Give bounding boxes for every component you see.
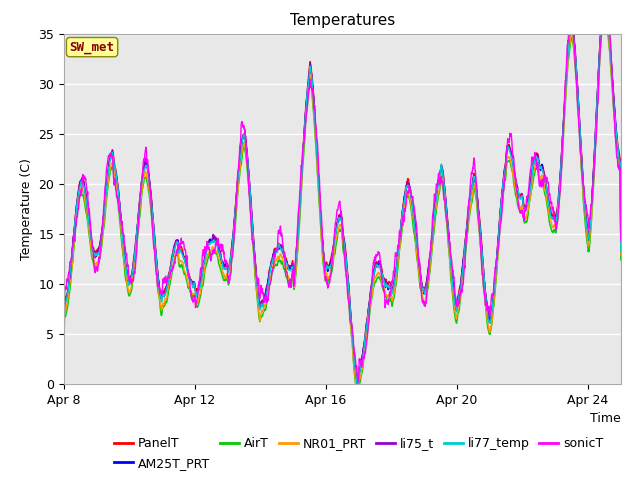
Y-axis label: Temperature (C): Temperature (C) <box>20 158 33 260</box>
Legend: PanelT, AM25T_PRT, AirT, NR01_PRT, li75_t, li77_temp, sonicT: PanelT, AM25T_PRT, AirT, NR01_PRT, li75_… <box>109 432 609 475</box>
Title: Temperatures: Temperatures <box>290 13 395 28</box>
Text: SW_met: SW_met <box>70 41 115 54</box>
X-axis label: Time: Time <box>590 412 621 425</box>
